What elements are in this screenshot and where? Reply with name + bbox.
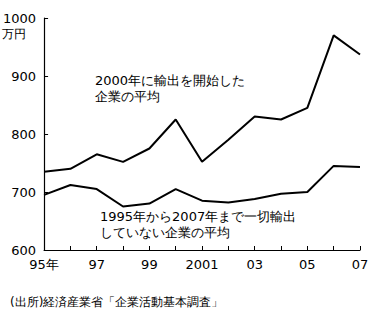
svg-text:03: 03 [246,257,263,272]
svg-text:800: 800 [11,127,36,142]
svg-text:99: 99 [141,257,158,272]
svg-text:2000年に輸出を開始した: 2000年に輸出を開始した [95,73,245,88]
svg-text:(出所)経済産業省「企業活動基本調査」: (出所)経済産業省「企業活動基本調査」 [10,295,223,309]
svg-text:97: 97 [88,257,105,272]
svg-text:900: 900 [11,69,36,84]
svg-text:2001: 2001 [185,257,218,272]
svg-text:95年: 95年 [29,257,59,272]
svg-text:企業の平均: 企業の平均 [95,89,160,104]
svg-text:1995年から2007年まで一切輸出: 1995年から2007年まで一切輸出 [100,209,296,224]
svg-text:万円: 万円 [2,27,26,41]
svg-text:600: 600 [11,243,36,258]
svg-text:05: 05 [299,257,316,272]
svg-text:1000: 1000 [3,11,36,26]
svg-text:していない企業の平均: していない企業の平均 [100,225,230,240]
svg-text:700: 700 [11,185,36,200]
svg-text:07: 07 [352,257,369,272]
